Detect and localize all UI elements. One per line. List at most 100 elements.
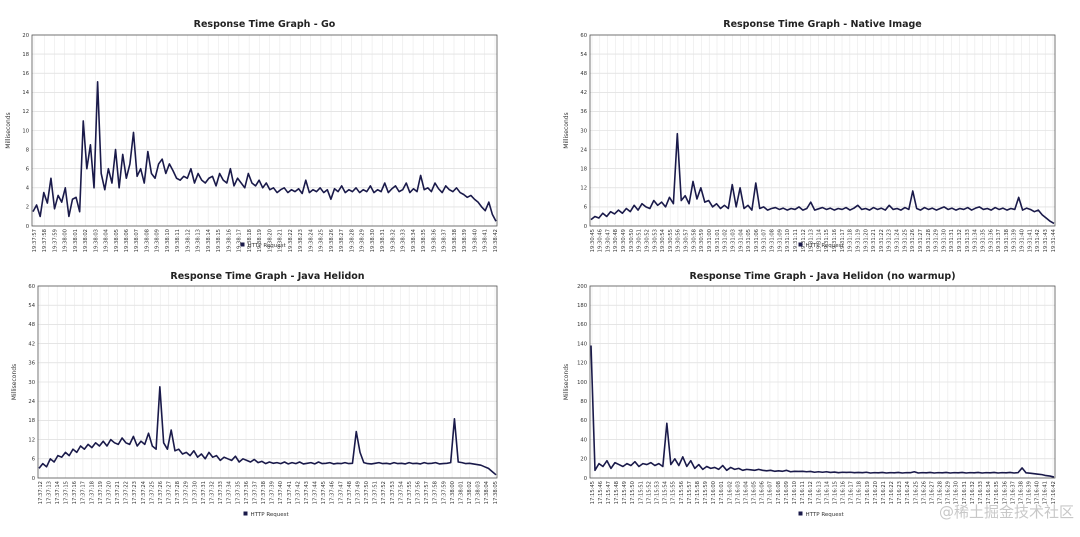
x-tick-label: 19:38:16	[226, 229, 232, 252]
x-tick-label: 19:38:27	[339, 229, 345, 252]
x-tick-label: 17:16:15	[832, 481, 838, 504]
x-tick-label: 17:37:52	[381, 481, 387, 504]
legend-swatch	[243, 511, 248, 516]
y-tick-label: 42	[28, 341, 35, 347]
x-tick-label: 19:31:11	[793, 229, 799, 252]
y-tick-label: 40	[580, 437, 587, 443]
x-tick-label: 19:30:57	[684, 229, 690, 252]
y-tick-label: 100	[577, 380, 587, 386]
chart-3: Response Time Graph - Java Helidon 0 6 12 18…	[11, 271, 499, 518]
y-tick-label: 6	[26, 167, 29, 173]
y-tick-label: 2	[26, 205, 29, 211]
x-tick-label: 17:37:45	[321, 481, 327, 504]
x-tick-label: 19:31:04	[738, 228, 744, 252]
x-tick-label: 17:37:23	[132, 481, 138, 504]
x-tick-label: 19:31:42	[1035, 229, 1041, 252]
x-tick-label: 19:38:20	[267, 229, 273, 252]
y-tick-label: 0	[26, 224, 29, 230]
x-tick-label: 19:31:33	[965, 229, 971, 252]
x-tick-label: 19:31:38	[1004, 229, 1010, 252]
x-tick-label: 19:38:24	[308, 228, 314, 252]
x-tick-label: 17:16:42	[1051, 481, 1057, 504]
x-tick-label: 17:37:26	[158, 481, 164, 504]
chart-legend: HTTP Request	[243, 511, 290, 518]
x-tick-label: 17:37:49	[355, 481, 361, 504]
x-tick-label: 17:37:44	[313, 480, 319, 504]
x-tick-label: 17:16:35	[994, 481, 1000, 504]
y-tick-label: 80	[580, 399, 587, 405]
y-tick-label: 4	[26, 186, 30, 192]
x-tick-label: 17:37:15	[64, 481, 70, 504]
x-tick-label: 19:31:15	[824, 229, 830, 252]
x-tick-label: 19:38:28	[349, 229, 355, 252]
x-tick-label: 17:16:21	[881, 481, 887, 504]
x-tick-label: 17:15:48	[614, 481, 620, 504]
x-tick-label: 17:16:10	[792, 481, 798, 504]
x-tick-label: 17:37:20	[106, 481, 112, 504]
x-tick-label: 17:37:17	[81, 481, 87, 504]
x-tick-label: 19:38:25	[319, 229, 325, 252]
x-tick-label: 19:38:40	[472, 229, 478, 252]
x-tick-label: 17:37:37	[252, 481, 258, 504]
x-tick-label: 17:16:09	[784, 481, 790, 504]
x-tick-label: 19:31:01	[715, 229, 721, 252]
x-tick-label: 19:31:40	[1020, 229, 1026, 252]
x-tick-label: 17:16:22	[889, 481, 895, 504]
y-tick-label: 24	[28, 399, 35, 405]
y-tick-label: 12	[28, 437, 35, 443]
x-tick-label: 19:30:50	[629, 229, 635, 252]
y-axis-label: Milliseconds	[563, 112, 570, 148]
x-tick-label: 17:38:00	[450, 481, 456, 504]
x-tick-label: 17:37:16	[72, 481, 78, 504]
x-tick-label: 17:16:00	[711, 481, 717, 504]
x-tick-label: 19:31:22	[879, 229, 885, 252]
x-tick-label: 19:30:48	[613, 229, 619, 252]
x-tick-label: 19:30:49	[621, 229, 627, 252]
x-tick-label: 19:31:31	[949, 229, 955, 252]
x-tick-label: 17:16:40	[1035, 481, 1041, 504]
y-axis-label: Milliseconds	[5, 112, 12, 148]
x-tick-label: 19:38:21	[278, 229, 284, 252]
watermark-text: @稀土掘金技术社区	[939, 503, 1074, 521]
x-tick-label: 17:16:12	[808, 481, 814, 504]
x-tick-label: 17:16:19	[865, 481, 871, 504]
x-tick-label: 17:37:21	[115, 481, 121, 504]
x-tick-label: 17:37:22	[124, 481, 130, 504]
chart-legend: HTTP Request	[798, 511, 845, 518]
y-tick-label: 54	[580, 52, 587, 58]
x-tick-label: 17:37:38	[261, 481, 267, 504]
x-tick-label: 19:38:07	[134, 229, 140, 252]
x-tick-label: 17:37:57	[424, 481, 430, 504]
x-tick-label: 19:38:00	[63, 229, 69, 252]
x-tick-label: 17:37:59	[441, 481, 447, 504]
x-tick-label: 17:16:26	[921, 481, 927, 504]
x-tick-label: 17:16:02	[727, 481, 733, 504]
x-tick-label: 19:38:05	[114, 229, 120, 252]
x-tick-label: 17:37:42	[295, 481, 301, 504]
x-tick-label: 17:37:18	[89, 481, 95, 504]
x-tick-label: 19:38:10	[165, 229, 171, 252]
x-tick-label: 17:16:13	[816, 481, 822, 504]
x-tick-label: 19:31:43	[1043, 229, 1049, 252]
y-tick-label: 30	[28, 380, 35, 386]
y-tick-label: 18	[580, 167, 587, 173]
x-tick-label: 19:37:58	[42, 229, 48, 252]
x-tick-label: 17:15:54	[663, 480, 669, 504]
x-tick-label: 19:38:23	[298, 229, 304, 252]
x-tick-label: 19:38:36	[431, 229, 437, 252]
x-tick-label: 17:37:40	[278, 481, 284, 504]
x-tick-label: 17:16:37	[1010, 481, 1016, 504]
x-tick-label: 19:31:20	[863, 229, 869, 252]
x-tick-label: 19:30:58	[691, 229, 697, 252]
x-tick-label: 17:15:45	[590, 481, 596, 504]
x-tick-label: 17:37:30	[192, 481, 198, 504]
x-tick-label: 19:31:19	[855, 229, 861, 252]
x-tick-label: 19:38:19	[257, 229, 263, 252]
chart-title: Response Time Graph - Go	[194, 19, 336, 30]
legend-swatch	[798, 511, 803, 516]
x-tick-label: 17:16:32	[970, 481, 976, 504]
x-tick-label: 19:38:08	[144, 229, 150, 252]
x-tick-label: 17:16:05	[752, 481, 758, 504]
x-tick-label: 17:16:03	[735, 481, 741, 504]
x-tick-label: 17:37:31	[201, 481, 207, 504]
